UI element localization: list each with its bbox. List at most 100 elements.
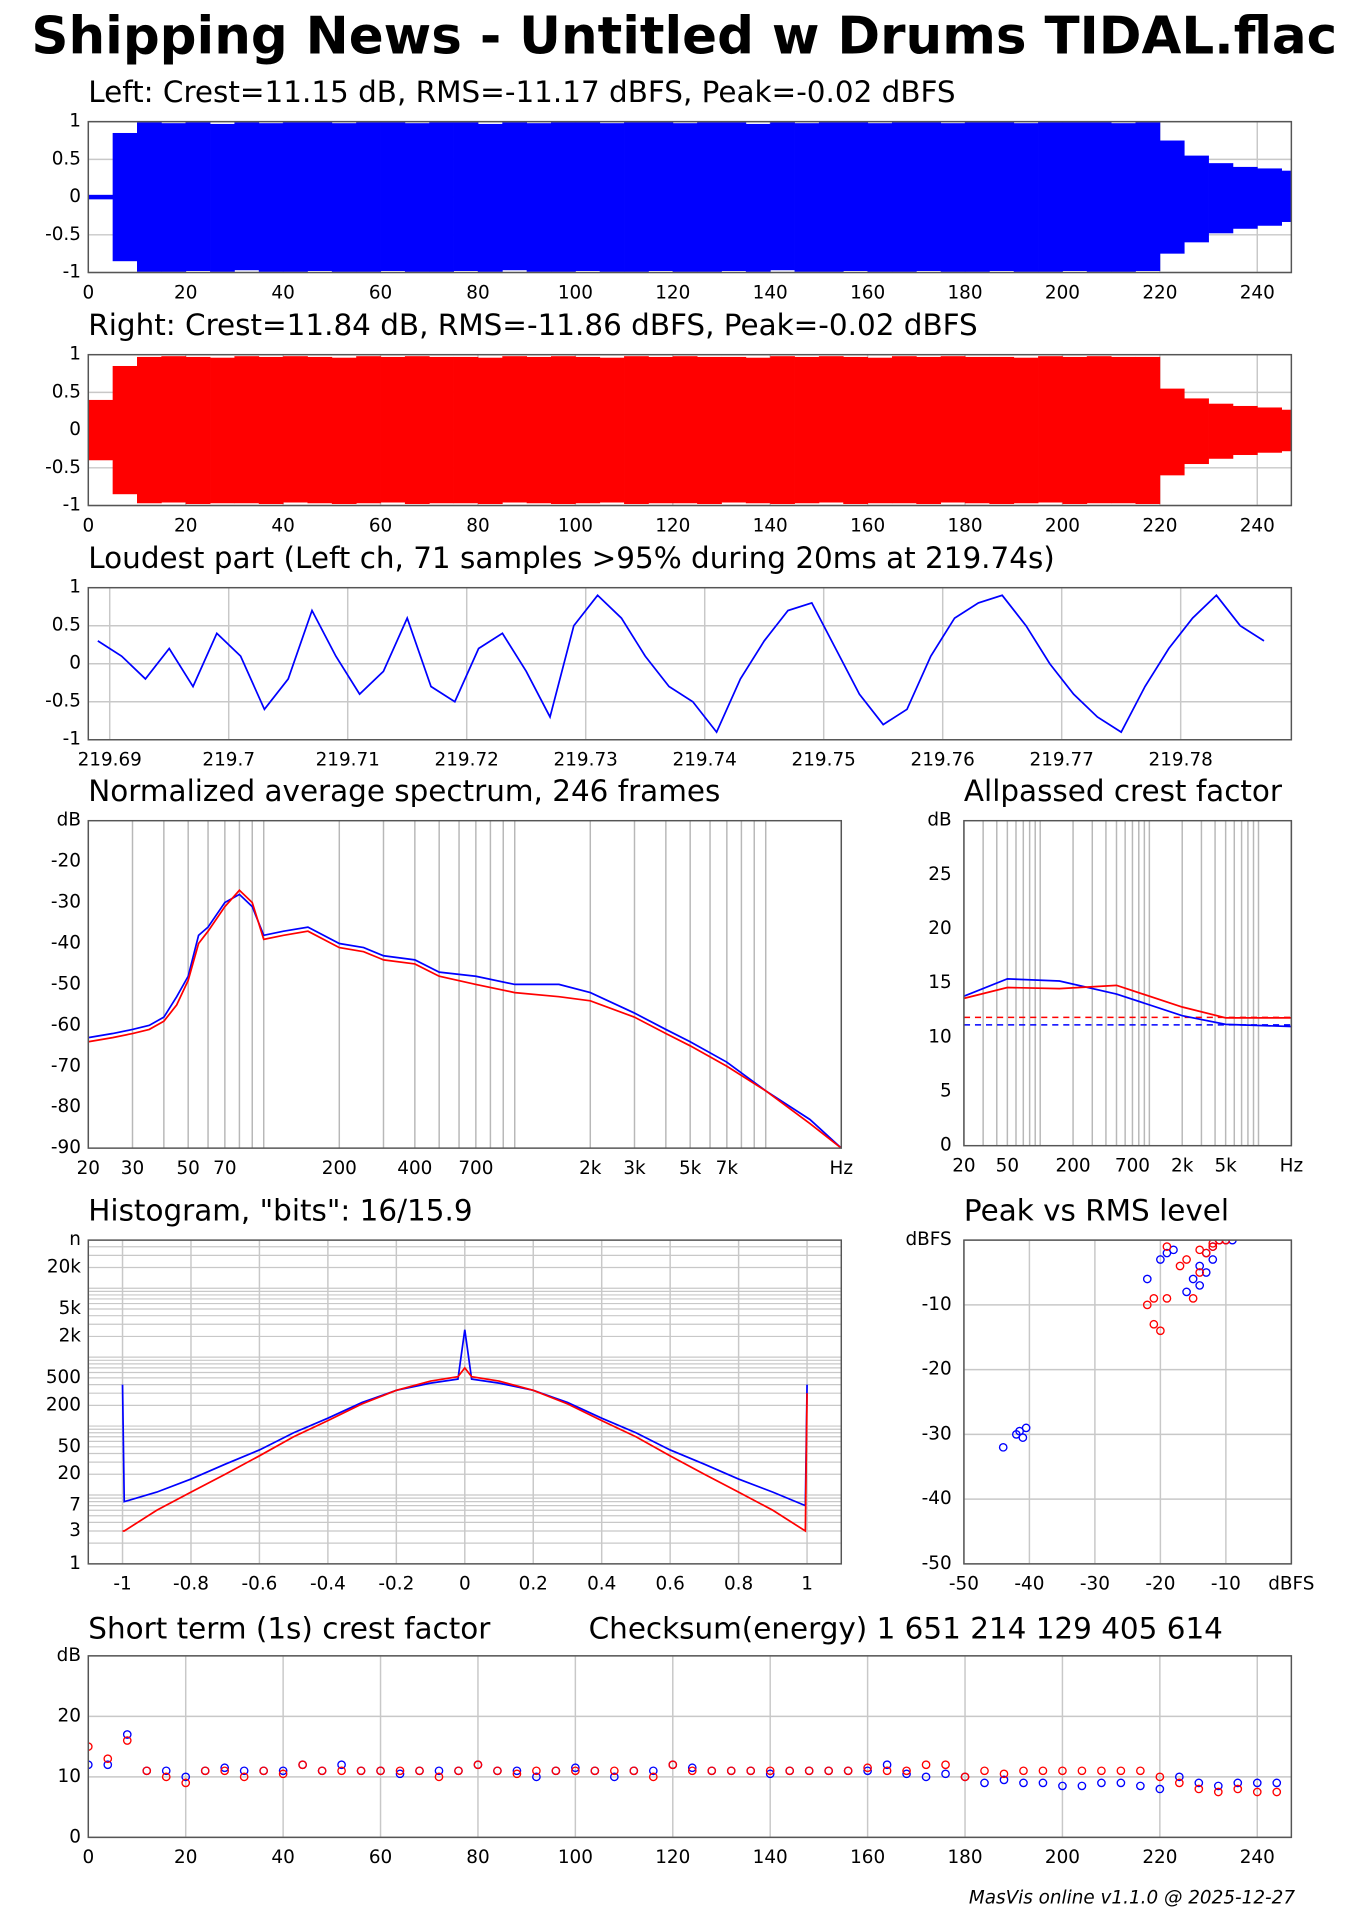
x-tick-label: 160: [850, 1847, 885, 1868]
waveform-envelope: [477, 123, 503, 272]
x-tick-label: 140: [753, 1847, 788, 1868]
point: [356, 1766, 366, 1776]
waveform-envelope: [161, 123, 187, 272]
x-tick-label: -40: [1014, 1574, 1044, 1595]
waveform-envelope: [1159, 388, 1185, 476]
point: [1201, 1268, 1211, 1277]
y-tick-label: 0: [69, 186, 81, 207]
y-tick-label: -30: [51, 892, 81, 913]
y-tick-label: 50: [58, 1436, 81, 1457]
waveform-envelope: [331, 357, 357, 505]
waveform-envelope: [331, 123, 357, 272]
x-tick-label: 700: [458, 1158, 493, 1179]
waveform-envelope: [1135, 122, 1161, 272]
x-tick-label: 5k: [679, 1158, 702, 1179]
point: [1213, 1787, 1223, 1797]
page-title: Shipping News - Untitled w Drums TIDAL.f…: [31, 7, 1337, 67]
point: [609, 1772, 619, 1782]
waveform-envelope: [1159, 140, 1185, 254]
waveform-envelope: [429, 356, 454, 504]
point: [1162, 1294, 1172, 1303]
waveform-envelope: [1013, 123, 1039, 272]
chart-title: Allpassed crest factor: [964, 774, 1283, 808]
waveform-envelope: [648, 356, 674, 504]
waveform-envelope: [891, 356, 917, 504]
x-tick-label: 70: [213, 1158, 236, 1179]
point: [376, 1766, 385, 1776]
y-tick-label: dBFS: [905, 1229, 951, 1250]
annotation: Checksum(energy) 1 651 214 129 405 614: [589, 1612, 1223, 1646]
point: [1038, 1778, 1048, 1788]
point: [415, 1766, 424, 1776]
waveform-envelope: [1062, 122, 1088, 272]
x-tick-label: 120: [655, 1847, 690, 1868]
waveform-envelope: [916, 356, 942, 505]
point: [765, 1769, 775, 1779]
y-tick-label: -0.5: [45, 691, 81, 712]
point: [1208, 1255, 1218, 1264]
point: [122, 1736, 132, 1745]
plot-frame: [963, 819, 1293, 1147]
point: [687, 1766, 697, 1776]
point: [960, 1772, 970, 1782]
x-tick-label: 1: [801, 1574, 813, 1595]
x-tick-label: 100: [558, 1847, 593, 1868]
x-tick-label: 80: [466, 1847, 489, 1868]
plot-frame: [87, 353, 1293, 507]
waveform-envelope: [429, 122, 454, 272]
point: [1156, 1326, 1165, 1336]
waveform-envelope: [112, 365, 138, 495]
point: [1077, 1766, 1087, 1776]
point: [1162, 1242, 1172, 1251]
plot-frame: [87, 1239, 843, 1565]
y-tick-label: -1: [63, 729, 81, 750]
waveform-envelope: [599, 123, 625, 272]
chart-title: Normalized average spectrum, 246 frames: [88, 774, 720, 808]
x-tick-label: 140: [753, 515, 788, 536]
waveform-envelope: [526, 123, 552, 272]
x-tick-label: 160: [850, 282, 885, 303]
point: [804, 1766, 814, 1776]
x-tick-label: 0: [82, 282, 94, 303]
point: [493, 1766, 502, 1776]
series-line: [122, 1366, 808, 1533]
waveform-envelope: [88, 399, 114, 461]
series-line: [88, 889, 842, 1149]
x-tick-label: 200: [1056, 1156, 1091, 1177]
y-tick-label: -20: [51, 851, 81, 872]
x-tick-label: 240: [1240, 515, 1275, 536]
y-tick-label: 0.5: [52, 615, 81, 636]
waveform-envelope: [1184, 398, 1209, 465]
x-tick-label: 140: [753, 282, 788, 303]
point: [1188, 1294, 1198, 1303]
waveform-envelope: [258, 356, 284, 505]
point: [571, 1763, 580, 1773]
point: [999, 1775, 1009, 1785]
point: [1233, 1778, 1243, 1788]
x-tick-label: 60: [369, 282, 392, 303]
waveform-envelope: [502, 122, 528, 271]
y-tick-label: 20: [58, 1463, 81, 1484]
x-tick-label: 219.78: [1149, 750, 1213, 771]
x-tick-label: -50: [949, 1574, 979, 1595]
waveform-envelope: [818, 356, 844, 503]
y-tick-label: -0.5: [45, 457, 81, 478]
waveform-envelope: [234, 122, 260, 271]
waveform-envelope: [380, 356, 406, 503]
waveform-envelope: [867, 123, 893, 272]
point: [337, 1766, 346, 1776]
point: [395, 1766, 405, 1776]
point: [824, 1766, 833, 1776]
point: [609, 1766, 619, 1776]
plot-area: [121, 1329, 808, 1533]
point: [1136, 1766, 1145, 1776]
y-tick-label: 1: [69, 344, 81, 365]
waveform-envelope: [672, 356, 698, 504]
point: [103, 1754, 113, 1764]
y-tick-label: 1: [69, 111, 81, 132]
x-tick-label: 200: [322, 1158, 357, 1179]
point: [1019, 1766, 1028, 1776]
y-tick-label: 0: [69, 1826, 81, 1847]
point: [181, 1772, 191, 1782]
x-tick-label: 100: [558, 515, 593, 536]
